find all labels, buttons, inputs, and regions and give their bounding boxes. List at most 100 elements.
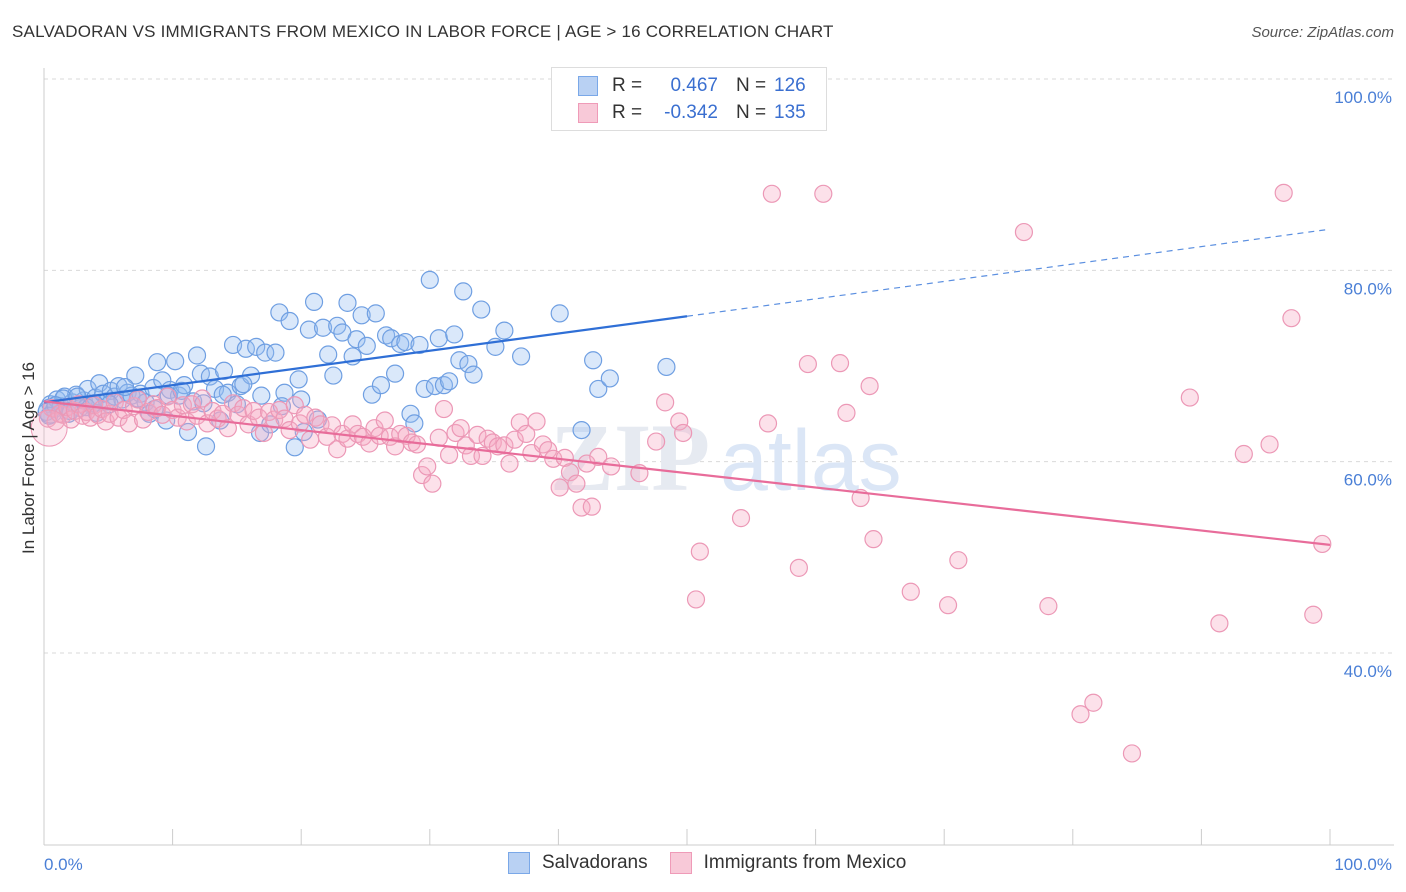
- data-point: [572, 420, 591, 440]
- y-tick-label: 40.0%: [1344, 662, 1392, 681]
- data-point: [126, 366, 145, 385]
- data-point: [166, 352, 185, 371]
- data-point: [234, 375, 253, 394]
- data-point: [837, 403, 856, 422]
- data-point: [252, 386, 271, 405]
- data-point: [567, 474, 586, 493]
- y-tick-label: 60.0%: [1344, 471, 1392, 490]
- data-point: [674, 423, 693, 443]
- data-point: [758, 414, 778, 433]
- data-point: [656, 393, 675, 412]
- legend-label-salvadorans: Salvadorans: [542, 852, 648, 873]
- data-point: [301, 430, 320, 449]
- data-point: [148, 353, 167, 372]
- legend-r-value: 0.467: [670, 75, 718, 96]
- data-point: [429, 329, 448, 348]
- data-point: [560, 463, 580, 482]
- data-point: [1122, 744, 1142, 763]
- data-point: [657, 357, 676, 377]
- y-tick-label: 100.0%: [1334, 88, 1392, 107]
- data-point: [1210, 614, 1229, 633]
- data-point: [193, 389, 212, 408]
- data-point: [1180, 388, 1199, 407]
- legend-r-value: -0.342: [664, 102, 718, 123]
- data-point: [313, 318, 333, 337]
- data-point: [949, 551, 968, 570]
- data-point: [589, 447, 608, 466]
- grid-lines: [44, 78, 1394, 654]
- legend-swatch-blue: [578, 76, 598, 96]
- legend-swatch-pink: [578, 103, 598, 123]
- data-point: [830, 354, 850, 373]
- data-point: [589, 379, 608, 399]
- data-point: [371, 376, 391, 395]
- data-point: [1039, 597, 1058, 616]
- data-point: [418, 457, 437, 476]
- data-point: [450, 351, 469, 370]
- data-point: [304, 292, 324, 312]
- trend-line-extension: [686, 228, 1331, 317]
- data-point: [1234, 444, 1253, 464]
- data-point: [182, 395, 201, 414]
- data-point: [153, 371, 172, 390]
- data-point: [223, 394, 243, 413]
- data-point: [762, 184, 781, 203]
- data-point: [187, 346, 207, 365]
- data-point: [495, 321, 514, 340]
- data-point: [1260, 435, 1279, 454]
- data-point: [376, 326, 396, 345]
- data-point: [119, 414, 138, 433]
- data-point: [1071, 705, 1090, 724]
- data-point: [266, 343, 285, 362]
- data-point: [451, 419, 470, 438]
- data-point: [582, 497, 601, 516]
- legend-swatch-blue: [508, 852, 530, 874]
- series-salvadorans: [37, 270, 676, 457]
- data-point: [690, 542, 709, 561]
- series-mexico: [30, 183, 1332, 763]
- data-point: [647, 432, 666, 451]
- data-point: [1274, 183, 1293, 202]
- data-point: [423, 474, 442, 493]
- data-point: [512, 347, 531, 366]
- data-point: [347, 330, 366, 349]
- data-point: [434, 399, 454, 419]
- data-point: [860, 376, 879, 396]
- data-point: [218, 419, 237, 438]
- data-point: [280, 311, 299, 331]
- data-point: [584, 351, 603, 370]
- y-tick-label: 80.0%: [1344, 279, 1392, 298]
- data-point: [343, 415, 362, 434]
- data-point: [731, 509, 751, 528]
- data-point: [901, 582, 920, 601]
- data-point: [468, 425, 487, 444]
- data-point: [285, 438, 304, 457]
- data-point: [158, 387, 177, 406]
- data-point: [385, 364, 405, 383]
- x-tick-label: 0.0%: [44, 855, 83, 874]
- legend-row-salvadorans: R = 0.467 N = 126: [552, 73, 806, 99]
- data-point: [938, 596, 958, 615]
- data-point: [338, 293, 357, 312]
- data-point: [1084, 693, 1103, 712]
- legend-swatch-pink: [669, 852, 692, 874]
- legend-r-label: R =: [612, 102, 643, 123]
- data-point: [600, 369, 619, 388]
- data-point: [234, 398, 253, 418]
- data-point: [505, 430, 524, 449]
- data-point: [196, 437, 216, 456]
- tick-labels: 100.0% 80.0% 60.0% 40.0% 0.0% 100.0%: [44, 88, 1392, 874]
- data-point: [864, 530, 883, 549]
- data-point: [295, 405, 315, 424]
- data-point: [396, 332, 415, 352]
- legend-row-mexico: R = -0.342 N = 135: [552, 100, 806, 126]
- data-point: [464, 365, 483, 384]
- data-point: [454, 282, 473, 301]
- data-point: [30, 409, 68, 447]
- legend-item-mexico: Immigrants from Mexico: [669, 852, 906, 874]
- data-point: [670, 412, 689, 431]
- legend-n-value: 135: [774, 102, 806, 123]
- trend-line-salvadorans: [43, 315, 688, 404]
- correlation-legend: R = 0.467 N = 126 R = -0.342 N = 135: [551, 67, 827, 131]
- data-point: [517, 424, 536, 444]
